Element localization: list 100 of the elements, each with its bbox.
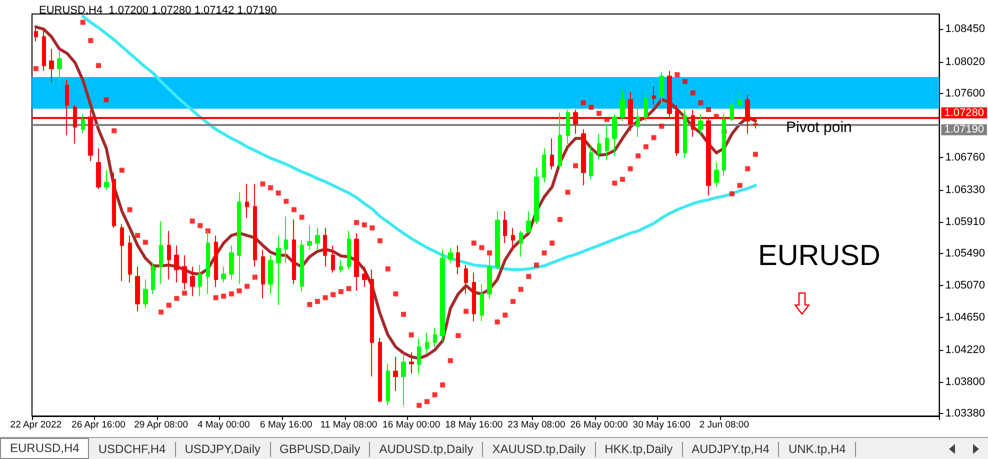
candlestick	[292, 219, 296, 285]
candlestick	[605, 123, 609, 160]
candlestick	[362, 266, 367, 288]
candlestick	[190, 266, 195, 297]
candlestick	[636, 104, 640, 138]
candlestick	[652, 86, 656, 106]
candlestick	[417, 338, 421, 374]
candlestick	[354, 232, 359, 292]
candlestick	[229, 244, 234, 280]
y-tick-label: 1.03800	[945, 376, 986, 388]
x-tick-label: 23 May 08:00	[508, 420, 566, 430]
text: USDCHF,H4	[89, 442, 176, 456]
candlestick	[456, 244, 460, 275]
candlestick	[174, 244, 179, 284]
candlestick	[261, 249, 265, 299]
candlestick	[159, 220, 163, 285]
candlestick	[464, 264, 468, 294]
candlestick	[393, 356, 398, 392]
y-tick-label: 1.04220	[945, 344, 986, 356]
candlestick	[401, 353, 406, 406]
annotation: EURUSD	[758, 240, 880, 273]
candlestick	[386, 363, 390, 406]
candlestick	[620, 89, 625, 122]
x-tick-label: 22 Apr 2022	[10, 420, 62, 430]
candlestick	[253, 183, 257, 268]
candlestick	[237, 192, 241, 285]
candlestick	[221, 266, 226, 284]
text: GBPUSD,Daily	[270, 442, 370, 456]
candlestick	[659, 72, 664, 106]
candlestick	[409, 352, 414, 374]
text: AUDJPY.tp,H4	[682, 442, 780, 456]
candlestick	[300, 240, 304, 292]
candlestick	[49, 48, 54, 83]
annotation: Pivot poin	[786, 119, 852, 136]
candlestick	[550, 138, 554, 170]
candlestick	[698, 114, 703, 134]
candlestick	[644, 89, 648, 122]
candlestick	[566, 109, 570, 144]
text: AUDUSD.tp,Daily	[370, 442, 484, 456]
candlestick	[558, 112, 562, 170]
candlestick	[339, 259, 343, 274]
candlestick	[135, 266, 140, 312]
candlestick	[307, 225, 312, 250]
candlestick	[245, 183, 249, 219]
candlestick	[120, 224, 124, 282]
candlestick	[597, 133, 601, 160]
x-tick-label: 11 May 08:00	[320, 420, 378, 430]
candlestick	[738, 89, 742, 110]
candlestick	[104, 170, 109, 190]
x-tick-label: 2 Jun 08:00	[699, 420, 749, 430]
candlestick	[503, 210, 507, 244]
candlestick	[347, 230, 351, 270]
candlestick	[440, 249, 445, 342]
x-tick-label: 26 May 00:00	[570, 420, 628, 430]
text: XAUUSD.tp,Daily	[483, 442, 596, 456]
candlestick	[128, 234, 132, 284]
candlestick	[542, 148, 546, 183]
x-tick-label: 29 Apr 08:00	[134, 420, 188, 430]
candlestick	[284, 216, 288, 264]
y-tick-label: 1.04650	[945, 311, 986, 324]
candlestick	[214, 234, 218, 288]
x-tick-label: 30 May 16:00	[632, 420, 690, 430]
y-tick-label: 1.03380	[945, 408, 986, 420]
candlestick	[198, 264, 202, 297]
candlestick	[268, 254, 273, 294]
candlestick	[534, 167, 539, 225]
y-tick-label: 1.07600	[945, 88, 986, 100]
y-tick-label: 1.08450	[945, 23, 986, 36]
y-tick-label: 1.05490	[945, 248, 986, 260]
text: EURUSD,H4	[0, 438, 90, 458]
y-tick-label: 1.05070	[945, 280, 986, 292]
candlestick	[526, 210, 531, 234]
candlestick	[276, 234, 281, 306]
candlestick	[331, 244, 335, 274]
candlestick	[378, 337, 382, 403]
text: UNK.tp,H4	[779, 442, 856, 456]
candlestick	[370, 269, 374, 378]
ref-line-label: 1.07280	[944, 106, 984, 119]
y-tick-label: 1.06330	[945, 184, 986, 196]
text: USDJPY,Daily	[176, 442, 271, 456]
candlestick	[112, 172, 116, 228]
chart-subtitle: EURUSD,H4 1.07200 1.07280 1.07142 1.07190	[39, 4, 277, 16]
x-tick-label: 26 Apr 16:00	[72, 420, 126, 430]
candlestick	[42, 28, 46, 72]
candlestick	[206, 230, 210, 294]
candlestick	[581, 128, 586, 186]
y-tick-label: 1.05910	[945, 216, 986, 228]
candlestick	[57, 50, 62, 89]
candlestick	[448, 248, 453, 264]
y-tick-label: 1.06760	[945, 151, 986, 164]
candlestick	[612, 114, 617, 156]
candlestick	[730, 92, 734, 122]
candlestick	[480, 284, 484, 322]
candlestick	[34, 26, 38, 42]
x-tick-label: 6 May 16:00	[260, 420, 312, 430]
candlestick	[714, 162, 719, 188]
candlestick	[589, 146, 593, 180]
candlestick	[81, 114, 85, 134]
candlestick	[683, 109, 687, 159]
candlestick	[472, 272, 476, 322]
